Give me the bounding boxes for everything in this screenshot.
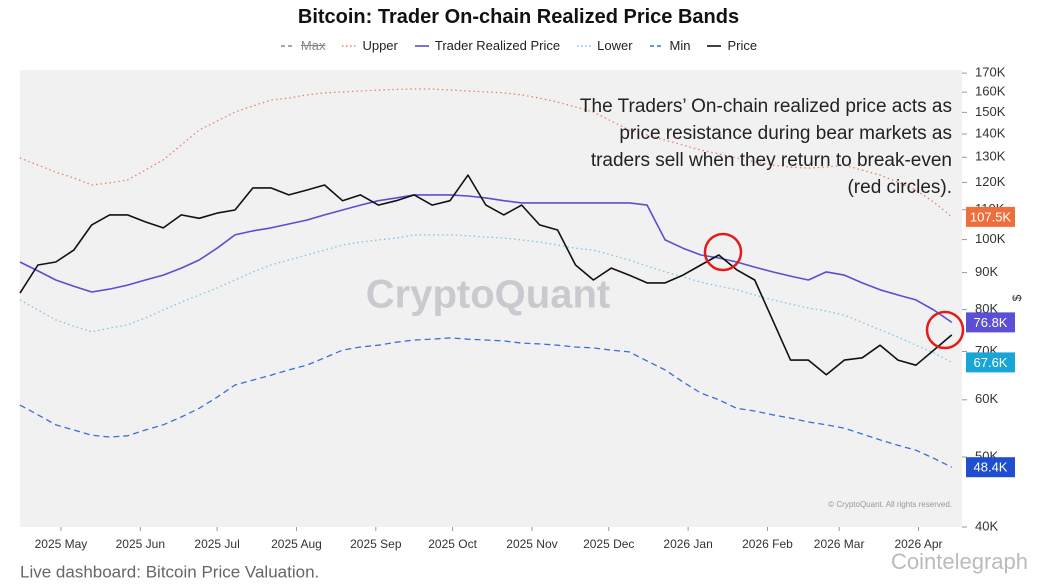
x-tick-label: 2025 Sep xyxy=(350,537,402,551)
chart-title: Bitcoin: Trader On-chain Realized Price … xyxy=(297,6,740,28)
legend-item[interactable]: Min xyxy=(649,38,691,53)
legend-label: Lower xyxy=(597,38,633,53)
y-tick-label: 100K xyxy=(975,231,1006,246)
series-line xyxy=(19,337,953,468)
legend-item[interactable]: Upper xyxy=(341,38,398,53)
highlight-circle xyxy=(925,310,965,350)
legend-icon xyxy=(649,44,664,47)
series-line xyxy=(19,88,953,218)
y-tick-label: 170K xyxy=(975,65,1006,80)
legend: Max Upper Trader Realized Price Lower Min Pri… xyxy=(0,38,1037,53)
legend-item[interactable]: Trader Realized Price xyxy=(414,38,560,53)
copyright: © CryptoQuant. All rights reserved. xyxy=(828,500,952,509)
legend-label: Price xyxy=(727,38,758,53)
plot-area xyxy=(20,70,962,527)
legend-item[interactable]: Price xyxy=(706,38,757,53)
watermark: CryptoQuant xyxy=(366,273,610,317)
end-label: 67.6K xyxy=(974,355,1008,370)
annotation: (red circles). xyxy=(847,177,952,198)
x-tick-label: 2026 Apr xyxy=(894,537,942,551)
x-tick-label: 2026 Feb xyxy=(742,537,793,551)
annotation: price resistance during bear markets as xyxy=(619,123,952,144)
y-tick-label: 150K xyxy=(975,104,1006,119)
y-tick-label: 40K xyxy=(975,518,998,533)
y-tick-label: 80K xyxy=(975,301,998,316)
end-badge xyxy=(966,312,1015,333)
x-tick-label: 2025 Aug xyxy=(271,537,322,551)
x-tick-label: 2025 Oct xyxy=(428,537,477,551)
legend-icon xyxy=(280,44,295,47)
source-watermark: Cointelegraph xyxy=(891,549,1028,574)
legend-icon xyxy=(707,44,722,47)
end-label: 76.8K xyxy=(974,315,1008,330)
legend-label: Upper xyxy=(362,38,398,53)
end-badge xyxy=(966,457,1015,478)
y-tick-label: 140K xyxy=(975,125,1006,140)
x-tick-label: 2025 Dec xyxy=(583,537,634,551)
legend-label: Max xyxy=(300,38,326,53)
y-tick-label: 130K xyxy=(975,149,1006,164)
series-line xyxy=(19,234,953,363)
legend-item[interactable]: Max xyxy=(280,38,326,53)
y-tick-label: 160K xyxy=(975,84,1006,99)
x-tick-label: 2026 Mar xyxy=(814,537,865,551)
y-tick-label: 60K xyxy=(975,391,998,406)
end-badge xyxy=(966,206,1015,227)
series-line xyxy=(19,174,953,376)
end-label: 48.4K xyxy=(974,460,1008,475)
y-tick-label: 90K xyxy=(975,264,998,279)
x-tick-label: 2025 Jun xyxy=(116,537,165,551)
y-tick-label: 120K xyxy=(975,174,1006,189)
x-tick-label: 2025 May xyxy=(35,537,88,551)
end-label: 107.5K xyxy=(970,209,1012,224)
end-badge xyxy=(966,352,1015,373)
legend-item[interactable]: Lower xyxy=(576,38,633,53)
legend-icon xyxy=(414,44,429,47)
annotation: traders sell when they return to break-e… xyxy=(591,150,952,171)
series-line xyxy=(19,194,953,324)
annotation: The Traders’ On-chain realized price act… xyxy=(580,96,952,117)
legend-label: Trader Realized Price xyxy=(434,38,561,53)
y-unit: $ xyxy=(1010,294,1024,301)
highlight-circle xyxy=(703,232,743,272)
x-tick-label: 2025 Jul xyxy=(194,537,239,551)
footer: Live dashboard: Bitcoin Price Valuation. xyxy=(20,562,319,581)
legend-label: Min xyxy=(669,38,691,53)
x-tick-label: 2025 Nov xyxy=(506,537,557,551)
x-tick-label: 2026 Jan xyxy=(663,537,712,551)
